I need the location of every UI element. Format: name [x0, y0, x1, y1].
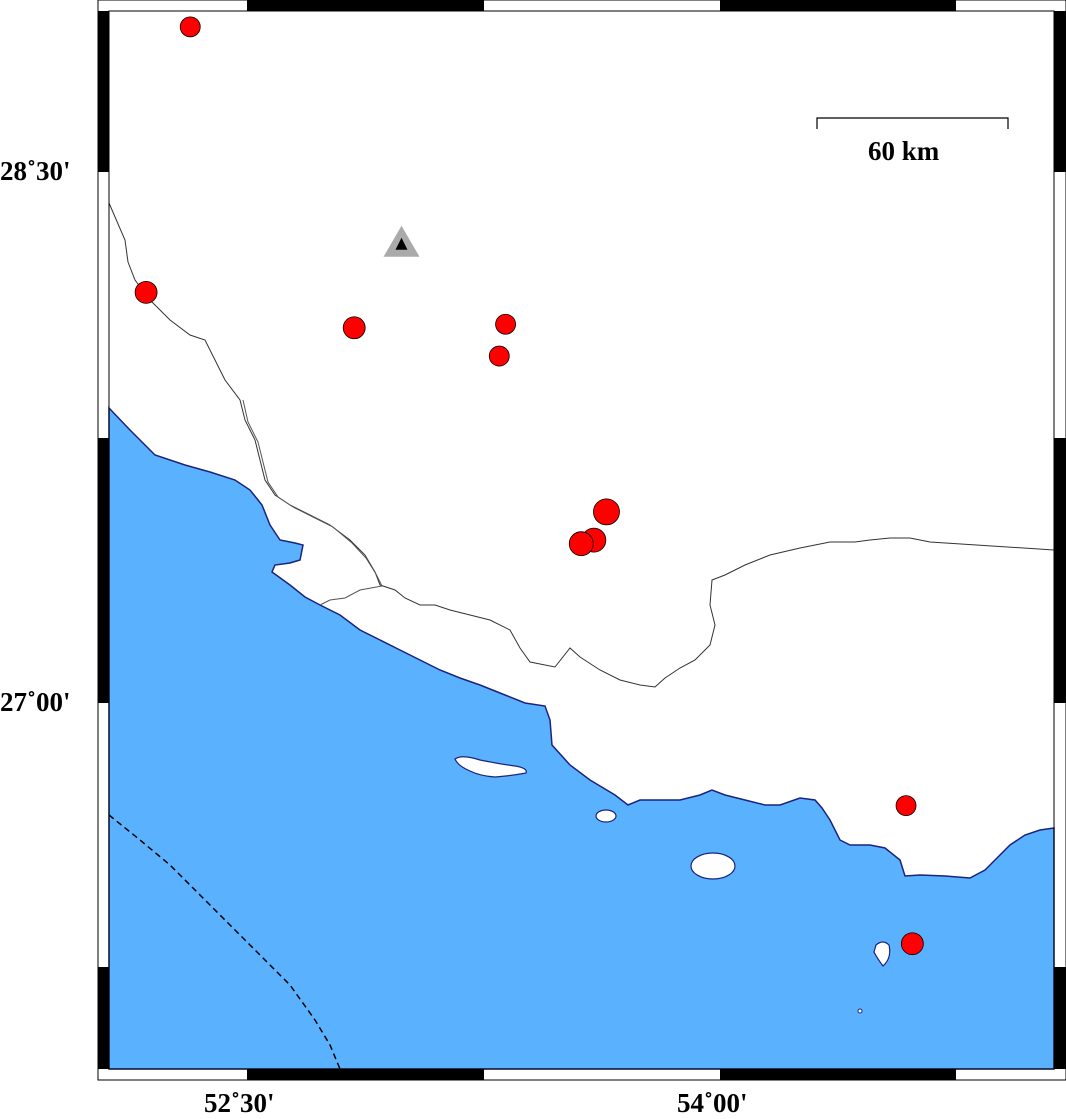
x-tick-label: 54˚00' [677, 1088, 748, 1118]
earthquake-event-marker [179, 16, 201, 38]
earthquake-event-marker [593, 498, 620, 526]
earthquake-event-marker [488, 345, 510, 367]
maritime-boundary [108, 814, 341, 1070]
station-layer [383, 225, 420, 257]
earthquake-event-marker [134, 280, 158, 304]
x-tick-label: 52˚30' [204, 1088, 275, 1118]
island [595, 809, 617, 823]
province-border [242, 399, 383, 606]
island [454, 756, 527, 778]
earthquake-event-marker [900, 932, 924, 956]
map-frame [97, 0, 1066, 1081]
sea [108, 406, 1055, 1070]
earthquake-event-marker [342, 316, 366, 340]
island [690, 852, 736, 880]
y-tick-label: 28˚30' [0, 156, 71, 186]
events-layer [134, 16, 924, 956]
scale-bar-label: 60 km [868, 136, 940, 166]
island [873, 941, 891, 967]
earthquake-event-marker [568, 531, 594, 557]
earthquake-event-marker [895, 795, 917, 817]
y-tick-label: 27˚00' [0, 687, 71, 717]
island [857, 1008, 863, 1014]
earthquake-event-marker [495, 313, 516, 335]
scale-bar [816, 117, 1009, 129]
station-inner-triangle-icon [395, 237, 408, 250]
province-border [108, 202, 1055, 688]
